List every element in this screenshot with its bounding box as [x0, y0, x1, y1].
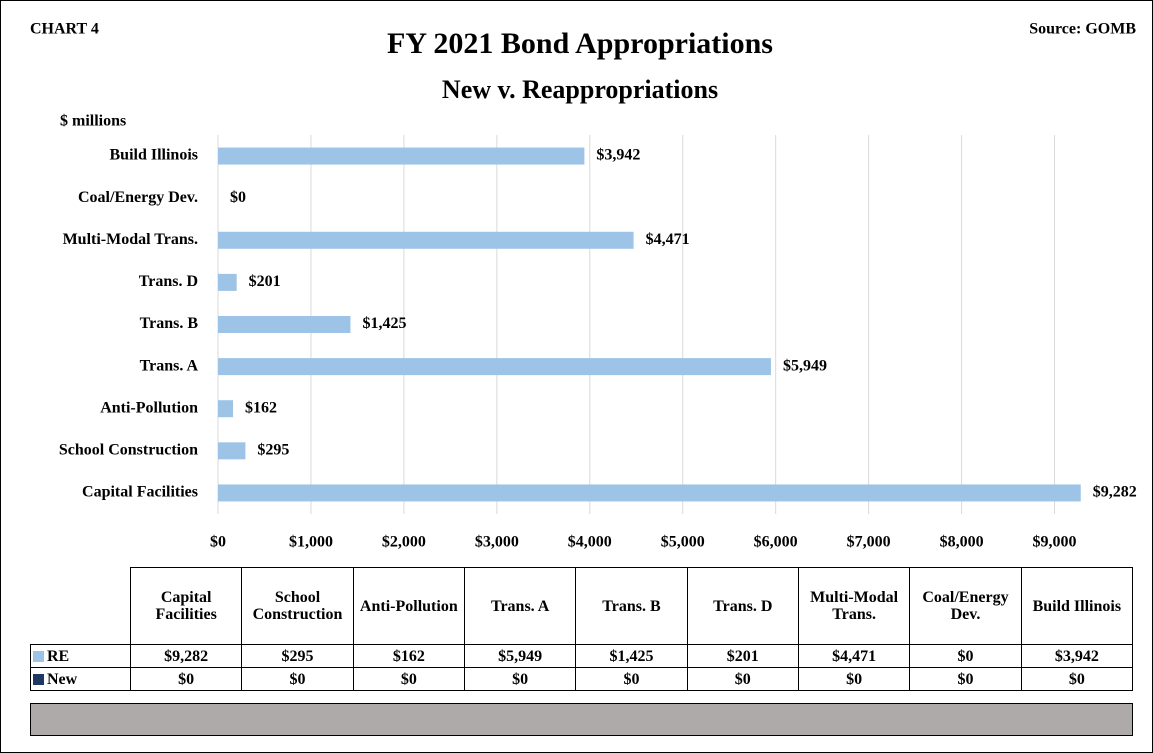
table-header: Coal/Energy Dev.	[909, 567, 1022, 645]
data-label: $295	[257, 442, 289, 459]
bar	[218, 147, 585, 165]
legend-swatch	[33, 673, 44, 685]
legend-label: New	[47, 670, 78, 688]
x-tick-label: $2,000	[382, 534, 426, 551]
table-header-row: Capital Facilities School Construction Ant…	[30, 567, 1134, 645]
chart-subtitle: New v. Reappropriations	[442, 75, 718, 104]
table-cell: $5,949	[463, 644, 577, 668]
x-tick-label: $7,000	[847, 534, 891, 551]
bar	[218, 231, 634, 249]
bar	[218, 316, 351, 333]
table-cell: $0	[909, 667, 1022, 691]
table-cell: $0	[575, 667, 688, 691]
legend-entry: New	[30, 667, 131, 691]
table-cell: $4,471	[797, 644, 911, 668]
table-header: Build Illinois	[1020, 567, 1134, 645]
x-tick-label: $1,000	[289, 534, 333, 551]
chart-title: FY 2021 Bond Appropriations	[387, 27, 773, 60]
table-header: Trans. A	[463, 567, 577, 645]
table-header: Anti-Pollution	[352, 567, 465, 645]
bar	[218, 273, 237, 291]
x-tick-label: $5,000	[661, 534, 705, 551]
table-cell: $0	[463, 667, 577, 691]
table-cell: $0	[241, 667, 354, 691]
data-label: $4,471	[646, 231, 690, 248]
table-header: Capital Facilities	[129, 567, 243, 645]
table-cell: $1,425	[575, 644, 688, 668]
legend-entry: RE	[30, 644, 131, 668]
table-cell: $3,942	[1020, 644, 1134, 668]
table-corner	[30, 567, 131, 645]
y-tick-label: Anti-Pollution	[100, 399, 198, 416]
legend-label: RE	[47, 647, 70, 665]
data-label: $201	[249, 273, 281, 290]
table-cell: $0	[797, 667, 911, 691]
table-header: Trans. D	[686, 567, 799, 645]
y-tick-label: Multi-Modal Trans.	[63, 231, 198, 248]
data-label: $1,425	[362, 315, 406, 332]
data-label: $0	[230, 189, 246, 206]
x-tick-label: $0	[210, 534, 226, 551]
y-tick-label: Capital Facilities	[82, 484, 198, 501]
x-tick-label: $3,000	[475, 534, 519, 551]
table-cell: $201	[686, 644, 799, 668]
source: Source: GOMB	[1029, 21, 1136, 38]
table-row: RE $9,282 $295 $162 $5,949 $1,425 $201 $4,471 $0…	[30, 644, 1134, 668]
chart-label: CHART 4	[30, 21, 99, 38]
x-tick-label: $6,000	[754, 534, 798, 551]
table-cell: $0	[686, 667, 799, 691]
table-header: Multi-Modal Trans.	[797, 567, 911, 645]
table-cell: $0	[352, 667, 465, 691]
x-tick-label: $8,000	[940, 534, 984, 551]
y-tick-label: Trans. B	[140, 315, 199, 332]
data-label: $9,282	[1093, 484, 1137, 501]
table-row: New $0 $0 $0 $0 $0 $0 $0 $0 $0	[30, 667, 1134, 691]
data-label: $3,942	[596, 147, 640, 164]
unit-label: $ millions	[60, 113, 126, 130]
y-tick-label: Trans. D	[139, 273, 198, 290]
y-tick-label: Coal/Energy Dev.	[78, 189, 198, 206]
data-table: Capital Facilities School Construction Ant…	[30, 567, 1134, 691]
y-tick-label: School Construction	[59, 442, 198, 459]
bar	[218, 484, 1081, 502]
bar	[218, 442, 246, 460]
y-tick-label: Build Illinois	[110, 147, 199, 164]
x-tick-label: $9,000	[1033, 534, 1077, 551]
table-cell: $162	[352, 644, 465, 668]
table-header: School Construction	[241, 567, 354, 645]
y-tick-label: Trans. A	[140, 357, 199, 374]
table-cell: $295	[241, 644, 354, 668]
footer-band	[30, 703, 1133, 736]
data-label: $5,949	[783, 357, 827, 374]
data-label: $162	[245, 399, 277, 416]
x-tick-label: $4,000	[568, 534, 612, 551]
table-cell: $0	[129, 667, 243, 691]
bar	[218, 358, 771, 376]
legend-swatch	[33, 650, 44, 662]
table-cell: $0	[1020, 667, 1134, 691]
bar	[218, 400, 234, 418]
table-cell: $0	[909, 644, 1022, 668]
table-header: Trans. B	[575, 567, 688, 645]
table-cell: $9,282	[129, 644, 243, 668]
